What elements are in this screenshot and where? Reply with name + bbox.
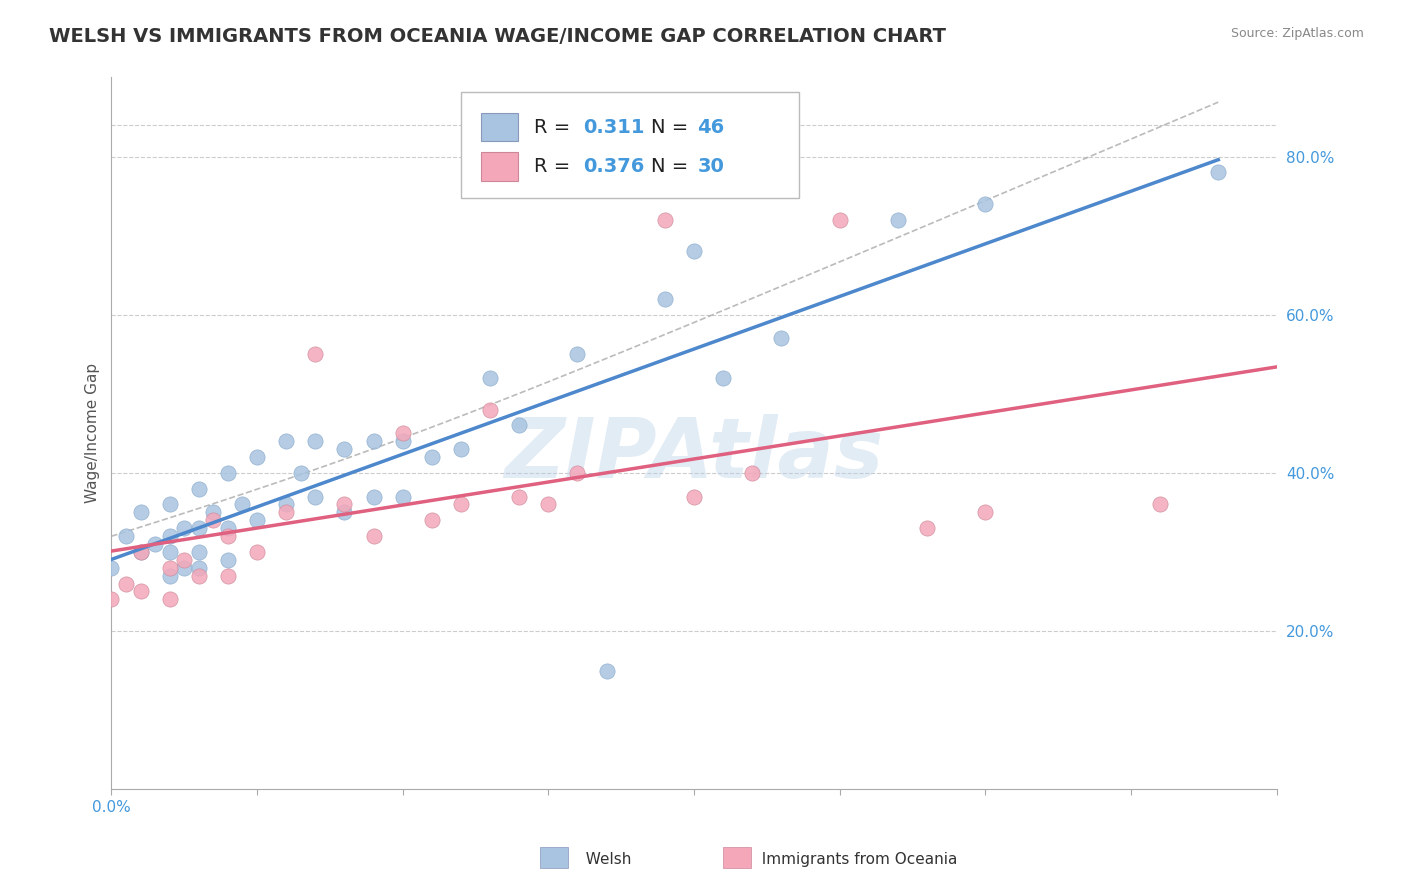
Y-axis label: Wage/Income Gap: Wage/Income Gap [86,363,100,503]
Point [537,498,560,512]
Text: ZIPAtlas: ZIPAtlas [505,414,883,495]
FancyBboxPatch shape [461,92,799,198]
Point [479,371,502,385]
Point [202,513,225,527]
Point [567,466,589,480]
Point [276,434,298,449]
Point [129,545,152,559]
Point [304,490,326,504]
Point [363,529,385,543]
Point [333,498,356,512]
Point [173,553,195,567]
Text: R =: R = [534,157,576,176]
Point [654,292,676,306]
Point [333,505,356,519]
Text: 0.311: 0.311 [583,118,645,136]
Point [1206,165,1229,179]
Point [508,418,530,433]
Point [391,490,413,504]
Point [974,197,997,211]
Point [173,521,195,535]
Point [363,490,385,504]
Point [217,529,239,543]
Point [333,442,356,456]
Point [100,592,122,607]
Point [187,521,209,535]
Point [770,331,793,345]
Point [363,434,385,449]
Point [217,521,239,535]
Point [100,560,122,574]
Point [159,529,181,543]
Point [1149,498,1171,512]
Point [887,212,910,227]
Point [711,371,734,385]
Text: 46: 46 [697,118,724,136]
Text: Immigrants from Oceania: Immigrants from Oceania [752,852,957,867]
Point [915,521,938,535]
Point [479,402,502,417]
Point [187,568,209,582]
Text: R =: R = [534,118,576,136]
Point [115,529,138,543]
Point [276,505,298,519]
Bar [481,113,517,142]
Point [159,545,181,559]
Point [217,568,239,582]
Point [450,442,472,456]
Point [290,466,312,480]
Bar [481,153,517,181]
Point [276,498,298,512]
Point [129,584,152,599]
Point [159,560,181,574]
Point [567,347,589,361]
Text: N =: N = [651,157,695,176]
Point [246,450,269,464]
Point [420,513,443,527]
Point [508,490,530,504]
Point [391,426,413,441]
Point [115,576,138,591]
Point [159,592,181,607]
Point [683,490,706,504]
Point [143,537,166,551]
Text: Source: ZipAtlas.com: Source: ZipAtlas.com [1230,27,1364,40]
Point [304,434,326,449]
Point [654,212,676,227]
Point [129,505,152,519]
Point [974,505,997,519]
Point [391,434,413,449]
Point [173,560,195,574]
Point [217,553,239,567]
Point [246,513,269,527]
Point [304,347,326,361]
Point [450,498,472,512]
Point [683,244,706,259]
Point [231,498,253,512]
Point [129,545,152,559]
Text: N =: N = [651,118,695,136]
Point [187,482,209,496]
Point [420,450,443,464]
Point [187,560,209,574]
Text: 0.376: 0.376 [583,157,645,176]
Point [187,545,209,559]
Point [595,664,617,678]
Point [741,466,763,480]
Point [828,212,851,227]
Text: WELSH VS IMMIGRANTS FROM OCEANIA WAGE/INCOME GAP CORRELATION CHART: WELSH VS IMMIGRANTS FROM OCEANIA WAGE/IN… [49,27,946,45]
Point [159,568,181,582]
Point [159,498,181,512]
Text: Welsh: Welsh [576,852,631,867]
Point [246,545,269,559]
Point [217,466,239,480]
Text: 30: 30 [697,157,724,176]
Point [202,505,225,519]
